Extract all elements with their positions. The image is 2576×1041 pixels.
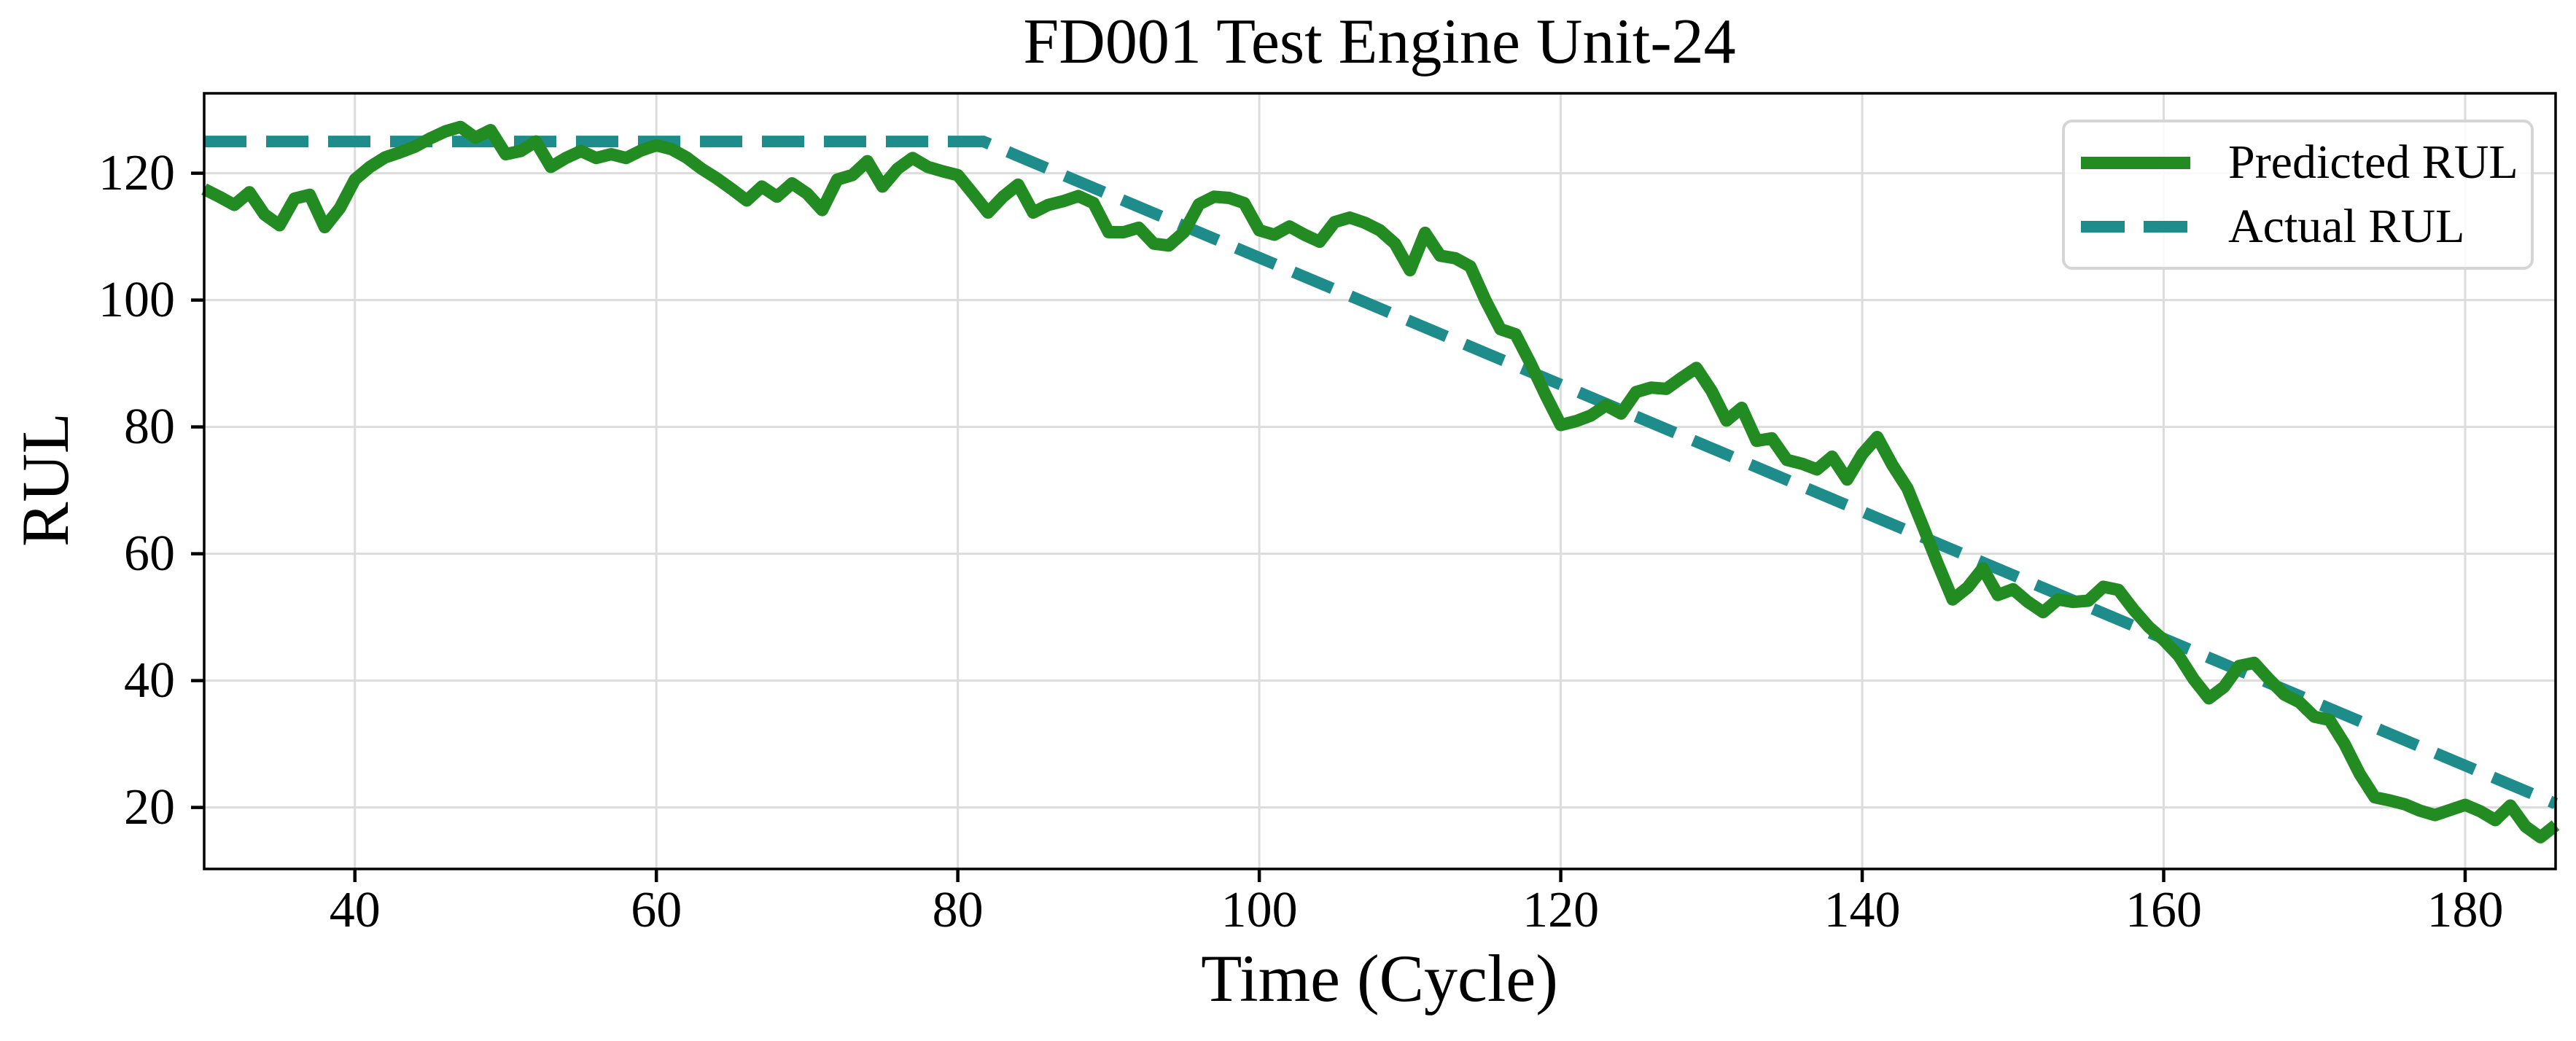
chart-title: FD001 Test Engine Unit-24 bbox=[1023, 7, 1736, 77]
x-tick-label: 180 bbox=[2427, 882, 2504, 938]
y-tick-label: 100 bbox=[98, 271, 175, 328]
actual-rul-line bbox=[204, 136, 2559, 809]
predicted-rul-line bbox=[201, 120, 2560, 843]
x-tick-label: 40 bbox=[329, 882, 381, 938]
x-tick-label: 60 bbox=[631, 882, 682, 938]
y-tick-label: 120 bbox=[98, 144, 175, 201]
y-tick-label: 20 bbox=[124, 779, 175, 835]
legend-label-predicted: Predicted RUL bbox=[2228, 136, 2518, 189]
x-tick-label: 160 bbox=[2125, 882, 2202, 938]
y-tick-label: 40 bbox=[124, 652, 175, 709]
plot-border bbox=[203, 92, 2557, 870]
legend-item-predicted: Predicted RUL bbox=[2081, 139, 2531, 187]
predicted-line-sample bbox=[2081, 156, 2190, 169]
legend: Predicted RUL Actual RUL bbox=[2062, 120, 2534, 270]
actual-line-sample bbox=[2081, 221, 2190, 233]
x-tick-label: 100 bbox=[1221, 882, 1298, 938]
y-tick-label: 80 bbox=[124, 398, 175, 455]
legend-item-actual: Actual RUL bbox=[2081, 203, 2531, 251]
x-axis-label: Time (Cycle) bbox=[1201, 941, 1558, 1015]
x-tick-label: 120 bbox=[1522, 882, 1600, 938]
x-tick-label: 140 bbox=[1824, 882, 1901, 938]
y-tick-label: 60 bbox=[124, 525, 175, 582]
legend-label-actual: Actual RUL bbox=[2228, 200, 2465, 253]
x-tick-label: 80 bbox=[932, 882, 984, 938]
